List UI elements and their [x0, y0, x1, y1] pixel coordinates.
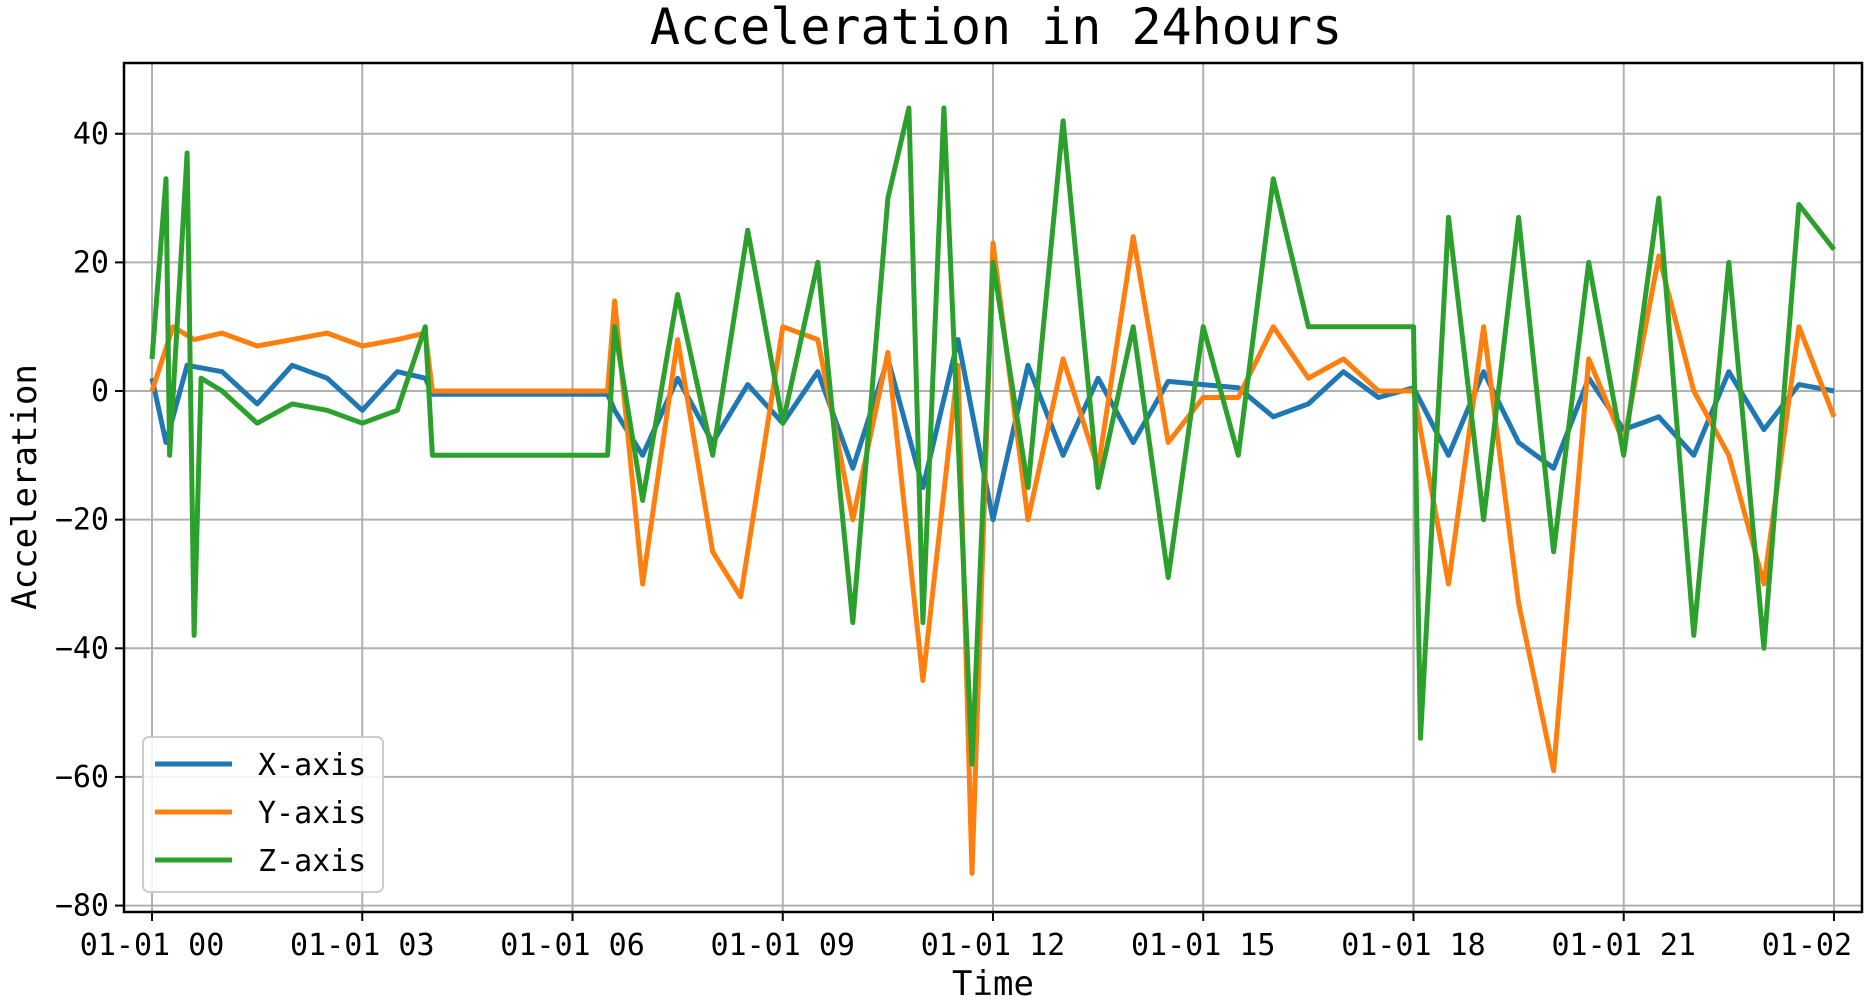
series-line-z-axis: [149, 105, 1836, 767]
series-line-x-axis: [149, 337, 1835, 523]
x-axis-label: Time: [952, 964, 1034, 1003]
legend-label-z-axis: Z-axis: [258, 844, 366, 879]
x-tick-label: 01-01 21: [1551, 928, 1696, 963]
x-tick-label: 01-02 00: [1762, 928, 1869, 963]
y-axis-ticks: −80 −60 −40 −20 0 20 40: [55, 117, 124, 924]
x-tick-label: 01-01 00: [80, 928, 225, 963]
x-tick-label: 01-01 09: [711, 928, 856, 963]
y-tick-label: −20: [55, 503, 109, 538]
y-tick-label: 40: [73, 117, 109, 152]
series-layer: [149, 105, 1837, 876]
y-axis-label: Acceleration: [5, 364, 45, 610]
legend-label-y-axis: Y-axis: [258, 796, 366, 831]
x-tick-label: 01-01 12: [921, 928, 1066, 963]
x-tick-label: 01-01 06: [500, 928, 645, 963]
y-tick-label: −40: [55, 631, 109, 666]
grid-lines: [124, 63, 1862, 912]
x-axis-ticks: 01-01 00 01-01 03 01-01 06 01-01 09 01-01 12…: [80, 912, 1869, 963]
series-line-y-axis: [149, 234, 1837, 876]
y-tick-label: 20: [73, 245, 109, 280]
x-tick-label: 01-01 03: [290, 928, 435, 963]
x-tick-label: 01-01 15: [1131, 928, 1276, 963]
y-tick-label: −60: [55, 760, 109, 795]
legend: X-axis Y-axis Z-axis: [142, 736, 384, 893]
y-tick-label: −80: [55, 889, 109, 924]
legend-label-x-axis: X-axis: [258, 748, 366, 783]
legend-box: [142, 736, 384, 893]
x-tick-label: 01-01 18: [1341, 928, 1486, 963]
chart-title: Acceleration in 24hours: [650, 0, 1342, 56]
y-tick-label: 0: [91, 374, 109, 409]
